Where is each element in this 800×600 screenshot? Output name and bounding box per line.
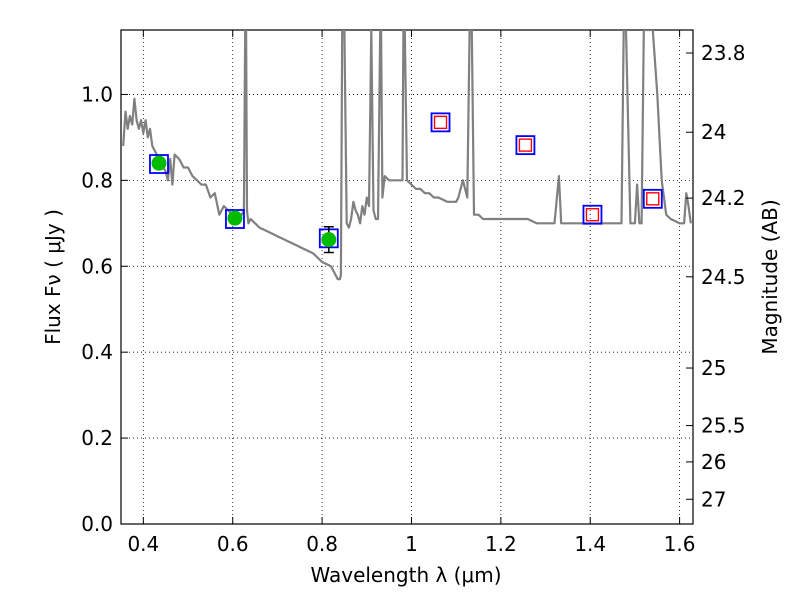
model-photometry-point — [225, 209, 245, 229]
upper-limit-point — [585, 208, 600, 222]
y-axis-title: Flux Fν ( μJy ) — [41, 209, 65, 345]
plot-frame — [120, 29, 694, 525]
x-tick-label: 1.2 — [485, 532, 517, 556]
sed-line — [122, 30, 692, 281]
observed-point — [151, 155, 167, 171]
model-photometry-point — [430, 112, 451, 133]
y-tick-label: 0.8 — [81, 168, 113, 192]
x-tick-label: 0.4 — [127, 532, 159, 556]
y-tick-label: 0.4 — [81, 340, 113, 364]
y2-axis-title: Magnitude (AB) — [758, 199, 782, 354]
y2-tick-label: 26 — [701, 450, 726, 474]
observed-point — [321, 232, 337, 248]
upper-limit-point — [646, 192, 660, 206]
y2-tick-label: 24 — [701, 120, 726, 144]
x-tick-label: 1.4 — [574, 532, 606, 556]
y-tick-label: 0.6 — [81, 254, 113, 278]
x-tick-label: 0.8 — [306, 532, 338, 556]
y-tick-label: 0.0 — [81, 512, 113, 536]
observed-point — [227, 210, 243, 226]
model-photometry-point — [582, 204, 603, 225]
y2-tick-label: 27 — [701, 487, 726, 511]
upper-limit-point — [518, 138, 533, 152]
y2-tick-label: 23.8 — [701, 41, 746, 65]
model-photometry-point — [642, 188, 663, 209]
y2-tick-label: 25 — [701, 356, 726, 380]
y2-tick-label: 24.5 — [701, 265, 746, 289]
y2-tick-label: 25.5 — [701, 414, 746, 438]
x-tick-label: 1.6 — [664, 532, 696, 556]
y2-tick-label: 24.2 — [701, 186, 746, 210]
y-tick-label: 0.2 — [81, 426, 113, 450]
x-tick-label: 0.6 — [217, 532, 249, 556]
series-layer — [122, 30, 692, 281]
model-photometry-point — [515, 135, 536, 156]
y-tick-label: 1.0 — [81, 82, 113, 106]
upper-limit-point — [433, 115, 448, 130]
x-tick-label: 1 — [405, 532, 418, 556]
grid — [121, 30, 693, 524]
axes-layer: 0.4 0.6 0.8 1 1.2 1.4 1.6 0.0 0.2 0.4 0.6 0.8 1.0 23.… — [81, 30, 746, 556]
model-photometry-point — [149, 154, 169, 174]
x-axis-title: Wavelength λ (μm) — [310, 563, 501, 587]
